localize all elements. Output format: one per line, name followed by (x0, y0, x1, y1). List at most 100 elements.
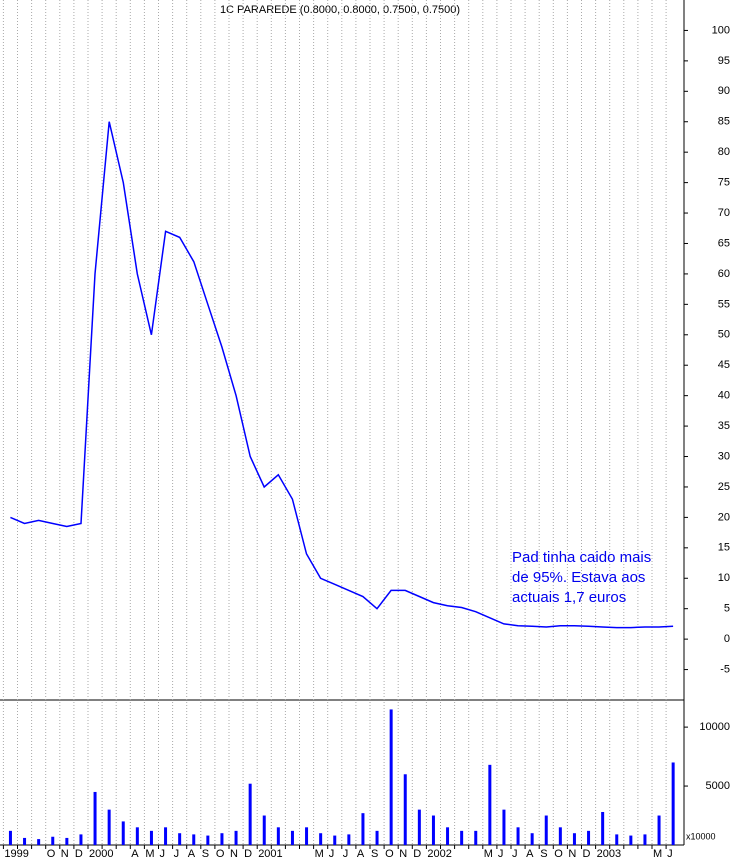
volume-bar (107, 809, 111, 845)
volume-bar (403, 774, 407, 845)
volume-bar (488, 764, 492, 845)
volume-bar (262, 815, 266, 845)
volume-bar (121, 821, 125, 845)
y-tick-label: 25 (718, 481, 730, 493)
x-tick-label: 2001 (258, 848, 282, 860)
y-tick-label: 80 (718, 146, 730, 158)
volume-bar (375, 830, 379, 845)
volume-bar (248, 783, 252, 845)
x-tick-label: N (230, 848, 238, 860)
volume-bar (206, 835, 210, 845)
x-tick-label: M (484, 848, 493, 860)
x-tick-label: D (583, 848, 591, 860)
y-tick-label: 20 (718, 511, 730, 523)
y-tick-label: 10 (718, 572, 730, 584)
x-tick-label: O (554, 848, 563, 860)
price-line (10, 121, 674, 629)
x-tick-label: D (413, 848, 421, 860)
volume-bar (347, 834, 351, 845)
volume-bar (192, 834, 196, 845)
y-tick-label: 85 (718, 116, 730, 128)
x-tick-label: 2000 (89, 848, 113, 860)
volume-tick-label: 10000 (699, 721, 730, 733)
x-tick-label: 2002 (427, 848, 451, 860)
x-tick-label: O (47, 848, 56, 860)
volume-bar (615, 834, 619, 845)
x-tick-label: A (131, 848, 139, 860)
x-tick-label: J (343, 848, 349, 860)
annotation: actuais 1,7 euros (512, 589, 626, 606)
y-tick-label: 30 (718, 450, 730, 462)
x-tick-label: O (385, 848, 394, 860)
volume-bar (51, 836, 55, 845)
volume-bar (544, 815, 548, 845)
volume-bar (502, 809, 506, 845)
volume-bar (558, 827, 562, 845)
x-tick-label: J (329, 848, 335, 860)
y-tick-label: 15 (718, 542, 730, 554)
x-tick-label: S (540, 848, 547, 860)
volume-bar (23, 837, 27, 845)
x-tick-label: J (174, 848, 180, 860)
volume-bar (530, 833, 534, 845)
y-tick-label: 45 (718, 359, 730, 371)
y-tick-label: 5 (724, 603, 730, 615)
volume-bar (431, 815, 435, 845)
x-tick-label: N (568, 848, 576, 860)
x-tick-label: J (667, 848, 673, 860)
y-tick-label: 60 (718, 268, 730, 280)
volume-bar (643, 834, 647, 845)
volume-bar (290, 830, 294, 845)
volume-bar (164, 827, 168, 845)
volume-bar (8, 830, 12, 845)
volume-bar (65, 837, 69, 845)
y-tick-label: 40 (718, 390, 730, 402)
x-tick-label: M (653, 848, 662, 860)
y-tick-label: 90 (718, 85, 730, 97)
y-tick-label: 50 (718, 329, 730, 341)
x-tick-label: M (145, 848, 154, 860)
x-tick-label: J (160, 848, 166, 860)
y-tick-label: 55 (718, 298, 730, 310)
x-tick-label: S (202, 848, 209, 860)
volume-bar (629, 835, 633, 845)
x-tick-label: 1999 (4, 848, 28, 860)
x-tick-label: J (512, 848, 518, 860)
y-tick-label: 75 (718, 177, 730, 189)
volume-bar (460, 830, 464, 845)
y-tick-label: 35 (718, 420, 730, 432)
y-tick-label: 95 (718, 55, 730, 67)
volume-bar (135, 827, 139, 845)
volume-bar (671, 762, 675, 845)
x-tick-label: N (399, 848, 407, 860)
volume-bar (572, 833, 576, 845)
volume-bar (93, 791, 97, 845)
chart-title: 1C PARAREDE (0.8000, 0.8000, 0.7500, 0.7… (220, 4, 460, 16)
y-tick-label: -5 (720, 663, 730, 675)
volume-unit-label: x10000 (686, 831, 716, 841)
volume-tick-label: 5000 (706, 780, 730, 792)
x-tick-label: N (61, 848, 69, 860)
volume-bar (446, 827, 450, 845)
y-tick-label: 0 (724, 633, 730, 645)
annotation: Pad tinha caido mais (512, 549, 651, 566)
volume-bar (178, 833, 182, 845)
x-tick-label: S (371, 848, 378, 860)
volume-bar (474, 830, 478, 845)
x-tick-label: D (75, 848, 83, 860)
volume-bar (37, 839, 41, 845)
volume-bar (305, 827, 309, 845)
volume-bar (657, 815, 661, 845)
x-tick-label: D (244, 848, 252, 860)
volume-bar (333, 835, 337, 845)
volume-bar (389, 709, 393, 845)
volume-bar (601, 811, 605, 845)
volume-bar (276, 827, 280, 845)
volume-bar (587, 830, 591, 845)
y-tick-label: 65 (718, 237, 730, 249)
volume-bar (220, 833, 224, 845)
y-tick-label: 100 (712, 24, 730, 36)
x-tick-label: A (188, 848, 196, 860)
x-tick-label: M (315, 848, 324, 860)
